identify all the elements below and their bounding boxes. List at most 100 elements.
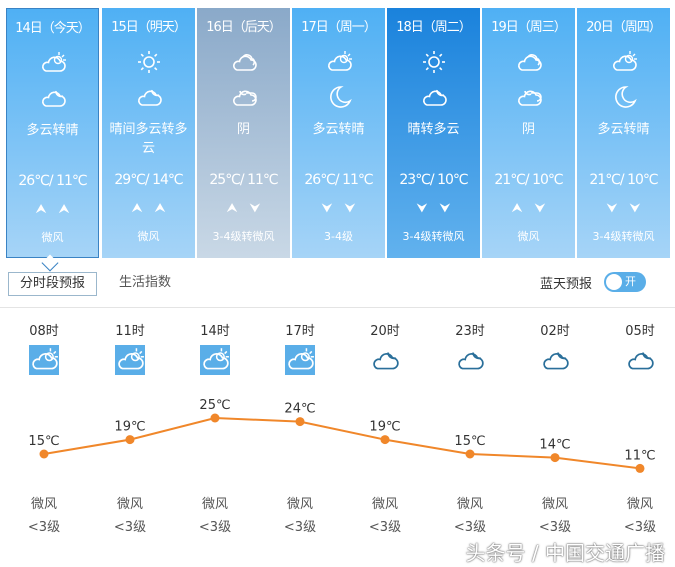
cloud-moon-icon — [137, 89, 162, 106]
temperature-point — [380, 435, 390, 445]
sun-icon — [137, 51, 160, 73]
cloud-moon-icon — [543, 352, 569, 370]
night-weather-icon — [39, 84, 67, 112]
tab-hourly-forecast[interactable]: 分时段预报 — [8, 272, 98, 296]
hour-icon — [610, 345, 670, 375]
wind-direction-icon: ⮝⮟ — [482, 201, 575, 216]
day-card[interactable]: 14日（今天） 多云转晴 26℃/ 11℃ ⮝⮝ 微风 — [6, 8, 99, 258]
weather-desc: 阴 — [521, 122, 535, 137]
cloud-sun-icon — [203, 348, 229, 370]
day-date: 17日（周一） — [301, 20, 377, 35]
wind-direction-icon: ⮝⮝ — [7, 202, 98, 217]
hourly-temperature-chart: 15℃ 19℃ 25℃ 24℃ 19℃ 15℃ 14℃ 11℃ — [28, 398, 656, 473]
hour-wind: 微风 — [116, 497, 143, 512]
hour-wind-level: <3级 — [368, 520, 402, 535]
hour-wind: 微风 — [286, 497, 313, 512]
hour-wind-level: <3级 — [623, 520, 657, 535]
hour-wind-level: <3级 — [538, 520, 572, 535]
blue-sky-label: 蓝天预报 — [540, 277, 593, 292]
temp-range: 26℃/ 11℃ — [18, 173, 87, 189]
temperature-label: 14℃ — [539, 438, 570, 453]
wind-arrow-night-icon: ⮟ — [534, 201, 558, 216]
hour-icon — [185, 345, 245, 375]
hour-wind: 微风 — [30, 497, 57, 512]
wind-level: 3-4级转微风 — [402, 230, 465, 243]
wind-direction-icon: ⮝⮟ — [197, 201, 290, 216]
tab-life-index[interactable]: 生活指数 — [119, 275, 172, 290]
overcast-icon — [232, 54, 257, 71]
blue-sky-toggle[interactable]: 开 — [604, 272, 646, 292]
cloud-sun-icon — [288, 348, 314, 370]
watermark: 头条号 / 中国交通广播 — [465, 541, 665, 565]
hour-wind: 微风 — [456, 497, 483, 512]
hour-wind: 微风 — [201, 497, 228, 512]
hour-label: 17时 — [285, 324, 315, 339]
temperature-point — [465, 449, 475, 459]
moon-icon — [329, 86, 352, 108]
night-weather-icon — [230, 83, 258, 111]
day-date: 16日（后天） — [206, 20, 282, 35]
night-weather-icon — [515, 83, 543, 111]
hour-icon — [525, 345, 585, 375]
temp-range: 29℃/ 14℃ — [114, 172, 183, 188]
hour-icon — [355, 345, 415, 375]
day-card[interactable]: 16日（后天） 阴 25℃/ 11℃ ⮝⮟ 3-4级转微风 — [197, 8, 290, 258]
hour-label: 14时 — [200, 324, 230, 339]
weather-desc: 多云转晴 — [312, 122, 365, 137]
sun-icon — [422, 51, 445, 73]
hour-wind-level: <3级 — [113, 520, 147, 535]
temp-range: 25℃/ 11℃ — [209, 172, 278, 188]
temperature-point — [125, 435, 135, 445]
temperature-point — [635, 463, 645, 473]
day-weather-icon — [135, 48, 163, 76]
cloud-moon-icon — [422, 89, 447, 106]
wind-arrow-night-icon: ⮝ — [58, 202, 82, 217]
day-date: 14日（今天） — [15, 21, 91, 36]
hour-wind-level: <3级 — [198, 520, 232, 535]
wind-level: 微风 — [137, 230, 160, 243]
hour-label: 11时 — [115, 324, 145, 339]
wind-arrow-night-icon: ⮟ — [439, 201, 463, 216]
wind-arrow-day-icon: ⮟ — [321, 201, 345, 216]
wind-direction-icon: ⮟⮟ — [577, 201, 670, 216]
cloud-moon-icon — [373, 352, 399, 370]
wind-arrow-day-icon: ⮝ — [511, 201, 535, 216]
cloud-moon-icon — [458, 352, 484, 370]
temperature-point — [210, 413, 220, 423]
cloud-sun-icon — [32, 348, 58, 370]
toggle-knob — [606, 274, 622, 290]
cloud-moon-icon — [628, 352, 654, 370]
hour-wind: 微风 — [626, 497, 653, 512]
wind-arrow-day-icon: ⮝ — [131, 201, 155, 216]
wind-arrow-night-icon: ⮟ — [629, 201, 653, 216]
temperature-point — [39, 449, 49, 459]
hour-icon — [14, 345, 74, 375]
temperature-point — [550, 453, 560, 463]
day-weather-icon — [610, 48, 638, 76]
hour-label: 05时 — [625, 324, 655, 339]
day-card[interactable]: 15日（明天） 晴间多云转多云 29℃/ 14℃ ⮝⮝ 微风 — [102, 8, 195, 258]
wind-arrow-day-icon: ⮟ — [606, 201, 630, 216]
day-card[interactable]: 18日（周二） 晴转多云 23℃/ 10℃ ⮟⮟ 3-4级转微风 — [387, 8, 480, 258]
temp-range: 21℃/ 10℃ — [494, 172, 563, 188]
wind-direction-icon: ⮟⮟ — [387, 201, 480, 216]
weather-desc: 多云转晴 — [597, 122, 650, 137]
temperature-label: 15℃ — [454, 434, 485, 449]
temp-range: 23℃/ 10℃ — [399, 172, 468, 188]
hour-wind: 微风 — [371, 497, 398, 512]
night-weather-icon — [325, 83, 353, 111]
hour-wind: 微风 — [541, 497, 568, 512]
temperature-label: 15℃ — [28, 434, 59, 449]
hour-wind-level: <3级 — [27, 520, 61, 535]
wind-direction-icon: ⮟⮟ — [292, 201, 385, 216]
day-card[interactable]: 17日（周一） 多云转晴 26℃/ 11℃ ⮟⮟ 3-4级 — [292, 8, 385, 258]
hour-label: 08时 — [29, 324, 59, 339]
wind-level: 微风 — [41, 231, 64, 244]
night-weather-icon — [420, 83, 448, 111]
temperature-label: 24℃ — [284, 402, 315, 417]
toggle-label: 开 — [625, 275, 636, 288]
temperature-point — [295, 417, 305, 427]
day-date: 15日（明天） — [111, 20, 187, 35]
day-card[interactable]: 19日（周三） 阴 21℃/ 10℃ ⮝⮟ 微风 — [482, 8, 575, 258]
day-card[interactable]: 20日（周四） 多云转晴 21℃/ 10℃ ⮟⮟ 3-4级转微风 — [577, 8, 670, 258]
